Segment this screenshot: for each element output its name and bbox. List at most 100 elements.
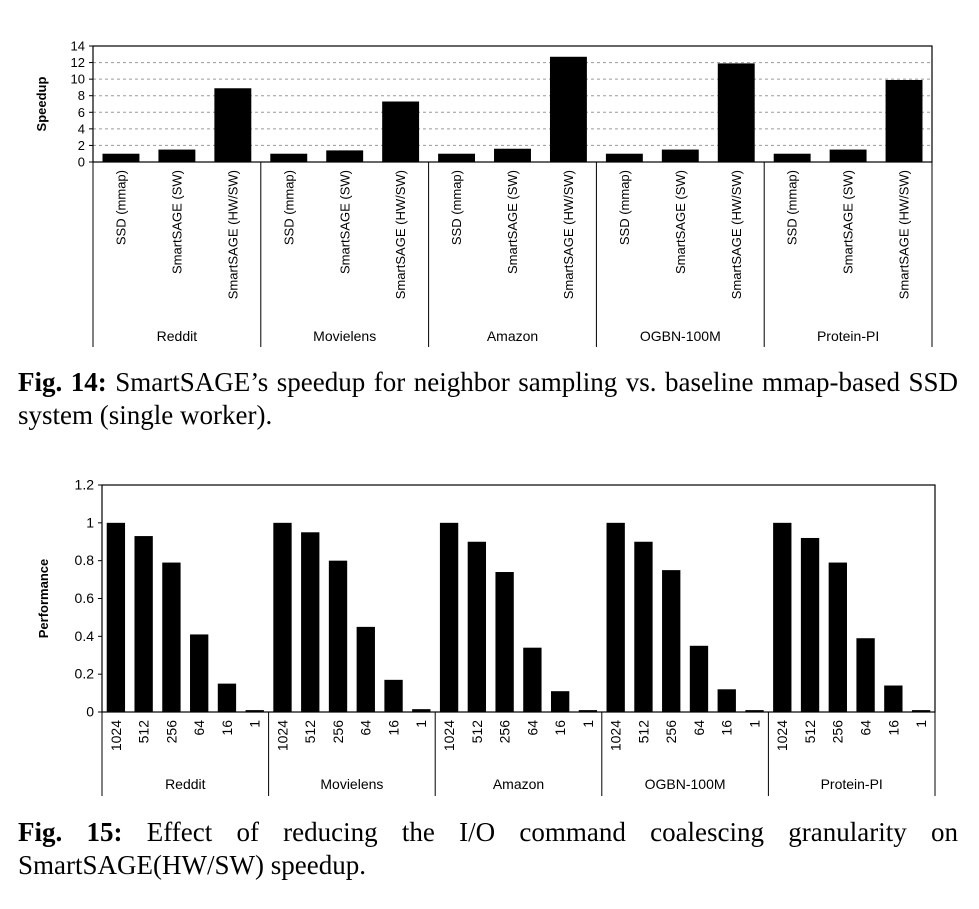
category-label: SmartSAGE (SW) bbox=[505, 170, 520, 274]
category-label: 512 bbox=[802, 720, 818, 744]
fig15-caption: Fig. 15: Effect of reducing the I/O comm… bbox=[18, 816, 958, 882]
category-label: 256 bbox=[163, 720, 179, 744]
bar-reddit-4 bbox=[217, 683, 237, 712]
bar-reddit-1 bbox=[134, 536, 153, 712]
category-label: 64 bbox=[691, 720, 707, 736]
category-label: SmartSAGE (HW/SW) bbox=[729, 170, 744, 299]
bar-reddit-2 bbox=[162, 562, 181, 712]
group-label-movielens: Movielens bbox=[320, 776, 383, 792]
bar-protein-pi-0 bbox=[773, 522, 792, 712]
category-label: 16 bbox=[719, 720, 735, 736]
bar-amazon-3 bbox=[523, 647, 542, 712]
category-label: SmartSAGE (HW/SW) bbox=[225, 170, 240, 299]
category-label: 1024 bbox=[441, 720, 457, 751]
bar-movielens-4 bbox=[384, 679, 403, 712]
bar-protein-pi-4 bbox=[884, 685, 903, 712]
fig14-caption-label: Fig. 14: bbox=[18, 367, 107, 397]
bar-amazon-5 bbox=[578, 710, 598, 712]
bar-ogbn-100m-0 bbox=[606, 522, 625, 712]
bar-movielens-1 bbox=[326, 150, 364, 162]
bar-ogbn-100m-5 bbox=[745, 710, 764, 712]
bar-ogbn-100m-2 bbox=[717, 63, 755, 162]
category-label: 1 bbox=[580, 720, 596, 728]
group-label-amazon: Amazon bbox=[493, 776, 544, 792]
category-label: 1 bbox=[746, 720, 762, 728]
bar-movielens-0 bbox=[273, 522, 292, 712]
category-label: 256 bbox=[497, 720, 513, 744]
bar-reddit-1 bbox=[158, 149, 196, 162]
category-label: SSD (mmap) bbox=[281, 170, 296, 245]
plot-frame bbox=[101, 484, 936, 713]
category-label: 1024 bbox=[608, 720, 624, 751]
category-label: SmartSAGE (SW) bbox=[673, 170, 688, 274]
fig15-caption-label: Fig. 15: bbox=[18, 817, 123, 847]
group-label-protein-pi: Protein-PI bbox=[821, 776, 883, 792]
bar-protein-pi-2 bbox=[885, 79, 923, 162]
bar-amazon-1 bbox=[494, 148, 531, 162]
bar-amazon-2 bbox=[495, 572, 514, 712]
y-tick-label: 2 bbox=[78, 138, 85, 153]
bar-amazon-1 bbox=[467, 541, 487, 712]
category-label: 512 bbox=[635, 720, 651, 744]
category-label: 512 bbox=[136, 720, 152, 744]
bar-reddit-0 bbox=[102, 153, 140, 162]
category-label: 1 bbox=[913, 720, 929, 728]
category-label: 64 bbox=[191, 720, 207, 736]
bar-ogbn-100m-2 bbox=[662, 570, 681, 712]
category-label: 64 bbox=[358, 720, 374, 736]
group-label-reddit: Reddit bbox=[157, 328, 198, 344]
category-label: SmartSAGE (HW/SW) bbox=[561, 170, 576, 299]
bar-reddit-5 bbox=[245, 710, 264, 712]
bar-ogbn-100m-3 bbox=[689, 645, 709, 712]
category-label: 64 bbox=[857, 720, 873, 736]
category-label: SmartSAGE (HW/SW) bbox=[393, 170, 408, 299]
y-tick-label: 1.2 bbox=[75, 477, 95, 493]
bar-protein-pi-3 bbox=[856, 638, 875, 712]
y-tick-label: 12 bbox=[71, 55, 85, 70]
bar-amazon-0 bbox=[439, 522, 459, 712]
group-label-amazon: Amazon bbox=[487, 328, 538, 344]
y-tick-label: 0.8 bbox=[75, 552, 95, 568]
bar-movielens-5 bbox=[412, 709, 431, 712]
category-label: SmartSAGE (SW) bbox=[337, 170, 352, 274]
category-label: 1 bbox=[413, 720, 429, 728]
category-label: 1024 bbox=[774, 720, 790, 751]
bar-ogbn-100m-0 bbox=[605, 153, 643, 162]
plot-frame bbox=[92, 45, 933, 163]
group-label-protein-pi: Protein-PI bbox=[817, 328, 879, 344]
bar-movielens-3 bbox=[356, 626, 375, 712]
y-tick-label: 0.6 bbox=[75, 590, 95, 606]
category-label: 16 bbox=[885, 720, 901, 736]
bar-protein-pi-1 bbox=[800, 537, 820, 712]
y-tick-label: 0.4 bbox=[75, 628, 95, 644]
y-tick-label: 0.2 bbox=[75, 666, 95, 682]
group-label-ogbn-100m: OGBN-100M bbox=[645, 776, 726, 792]
category-label: SmartSAGE (SW) bbox=[841, 170, 856, 274]
category-label: SSD (mmap) bbox=[449, 170, 464, 245]
fig15-caption-text: Effect of reducing the I/O command coale… bbox=[18, 817, 958, 880]
y-tick-label: 8 bbox=[78, 88, 85, 103]
category-label: 256 bbox=[830, 720, 846, 744]
bar-amazon-4 bbox=[550, 691, 570, 712]
bar-amazon-0 bbox=[438, 153, 476, 162]
y-tick-label: 10 bbox=[71, 72, 85, 87]
y-tick-label: 6 bbox=[78, 105, 85, 120]
y-axis-label: Performance bbox=[36, 559, 51, 638]
category-label: 16 bbox=[385, 720, 401, 736]
fig14-caption: Fig. 14: SmartSAGE’s speedup for neighbo… bbox=[18, 366, 958, 432]
y-tick-label: 1 bbox=[86, 514, 94, 530]
category-label: SSD (mmap) bbox=[114, 170, 129, 245]
bar-movielens-2 bbox=[328, 560, 348, 712]
group-label-reddit: Reddit bbox=[165, 776, 206, 792]
bar-ogbn-100m-1 bbox=[661, 149, 699, 162]
category-label: SmartSAGE (SW) bbox=[169, 170, 184, 274]
y-tick-label: 14 bbox=[71, 39, 85, 54]
bar-protein-pi-5 bbox=[911, 710, 931, 712]
category-label: 16 bbox=[219, 720, 235, 736]
bar-amazon-2 bbox=[549, 56, 587, 163]
category-label: 512 bbox=[469, 720, 485, 744]
group-label-movielens: Movielens bbox=[313, 328, 376, 344]
category-label: SSD (mmap) bbox=[617, 170, 632, 245]
bar-movielens-1 bbox=[301, 532, 320, 712]
